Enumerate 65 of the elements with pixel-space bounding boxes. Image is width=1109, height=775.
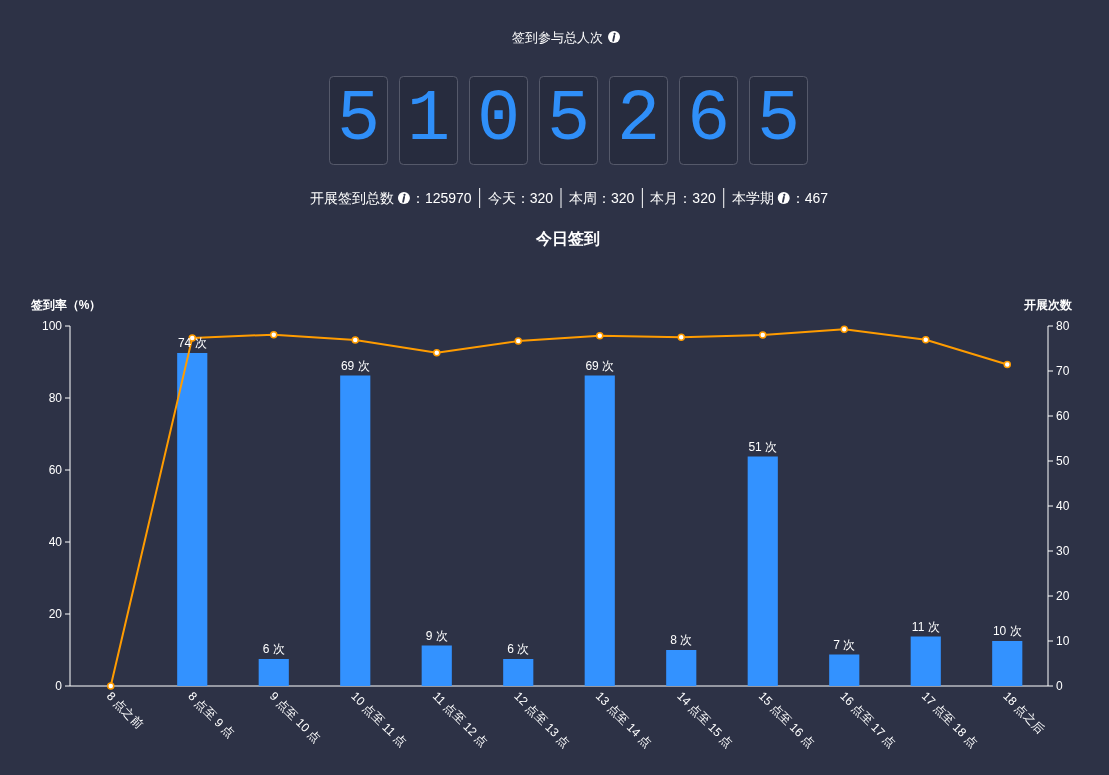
bar	[666, 650, 697, 686]
data-label: 6 次	[262, 642, 285, 656]
y-tick-label: 20	[48, 607, 63, 621]
x-tick-label: 16 点至 17 点	[837, 689, 899, 751]
data-label: 51 次	[748, 439, 778, 454]
x-tick-label: 17 点至 18 点	[918, 689, 981, 751]
x-tick-label: 9 点至 10 点	[266, 689, 324, 746]
data-label: 10 次	[992, 624, 1022, 638]
bar	[503, 659, 534, 686]
bar	[747, 456, 778, 686]
y-tick-label: 40	[48, 535, 63, 549]
y-tick-label: 60	[48, 463, 63, 477]
x-tick-label: 15 点至 16 点	[755, 689, 818, 751]
point	[840, 325, 848, 333]
text: 签到参与总人次	[512, 30, 603, 45]
x-tick-label: 8 点至 9 点	[185, 689, 238, 741]
y2-tick-label: 0	[1056, 679, 1063, 693]
y2-tick-label: 70	[1056, 364, 1070, 378]
point	[677, 333, 685, 341]
x-tick-label: 12 点至 13 点	[511, 689, 573, 751]
y2-tick-label: 10	[1056, 634, 1070, 648]
x-tick-label: 13 点至 14 点	[592, 689, 655, 751]
x-tick-label: 8 点之前	[103, 689, 147, 732]
y2-tick-label: 80	[1056, 319, 1070, 333]
point	[514, 337, 522, 345]
x-tick-label: 10 点至 11 点	[348, 689, 409, 750]
y2-tick-label: 50	[1056, 454, 1070, 468]
bar	[829, 654, 860, 686]
x-tick-label: 11 点至 12 点	[429, 689, 491, 750]
bar	[910, 636, 941, 686]
data-label: 7 次	[833, 637, 856, 652]
y-tick-label: 80	[48, 391, 63, 405]
y2-tick-label: 40	[1056, 499, 1070, 513]
point	[1003, 360, 1011, 369]
point	[922, 335, 930, 344]
y2-tick-label: 60	[1056, 409, 1070, 423]
point	[107, 682, 115, 690]
y-tick-label: 100	[41, 319, 63, 333]
counter: 5105265	[329, 76, 808, 165]
y2-axis-title: 开展次数	[1023, 298, 1073, 312]
data-label: 9 次	[425, 628, 448, 643]
y2-tick-label: 20	[1056, 589, 1070, 603]
y-axis-title: 签到率（%）	[29, 298, 102, 312]
bar	[584, 375, 615, 686]
x-tick-label: 14 点至 15 点	[674, 689, 736, 751]
point	[270, 330, 278, 339]
data-label: 69 次	[340, 358, 370, 373]
data-label: 11 次	[911, 619, 940, 634]
bar	[258, 659, 289, 686]
point	[433, 348, 441, 357]
data-label: 6 次	[507, 642, 530, 656]
point	[596, 331, 604, 340]
data-label: 69 次	[585, 358, 615, 373]
bar	[421, 645, 452, 686]
point	[759, 331, 767, 339]
stats: 开展签到总数 ：125970 今天：320 本周：320 本月：320 本学期 ：467	[309, 187, 829, 209]
y-tick-label: 0	[55, 679, 63, 693]
chart-title: 今日签到	[535, 230, 600, 247]
data-label: 8 次	[670, 633, 693, 647]
point	[351, 336, 359, 344]
y2-tick-label: 30	[1056, 544, 1070, 558]
bar	[177, 353, 208, 686]
bar	[340, 375, 371, 686]
bar	[992, 641, 1023, 686]
x-tick-label: 18 点之后	[1000, 689, 1048, 737]
